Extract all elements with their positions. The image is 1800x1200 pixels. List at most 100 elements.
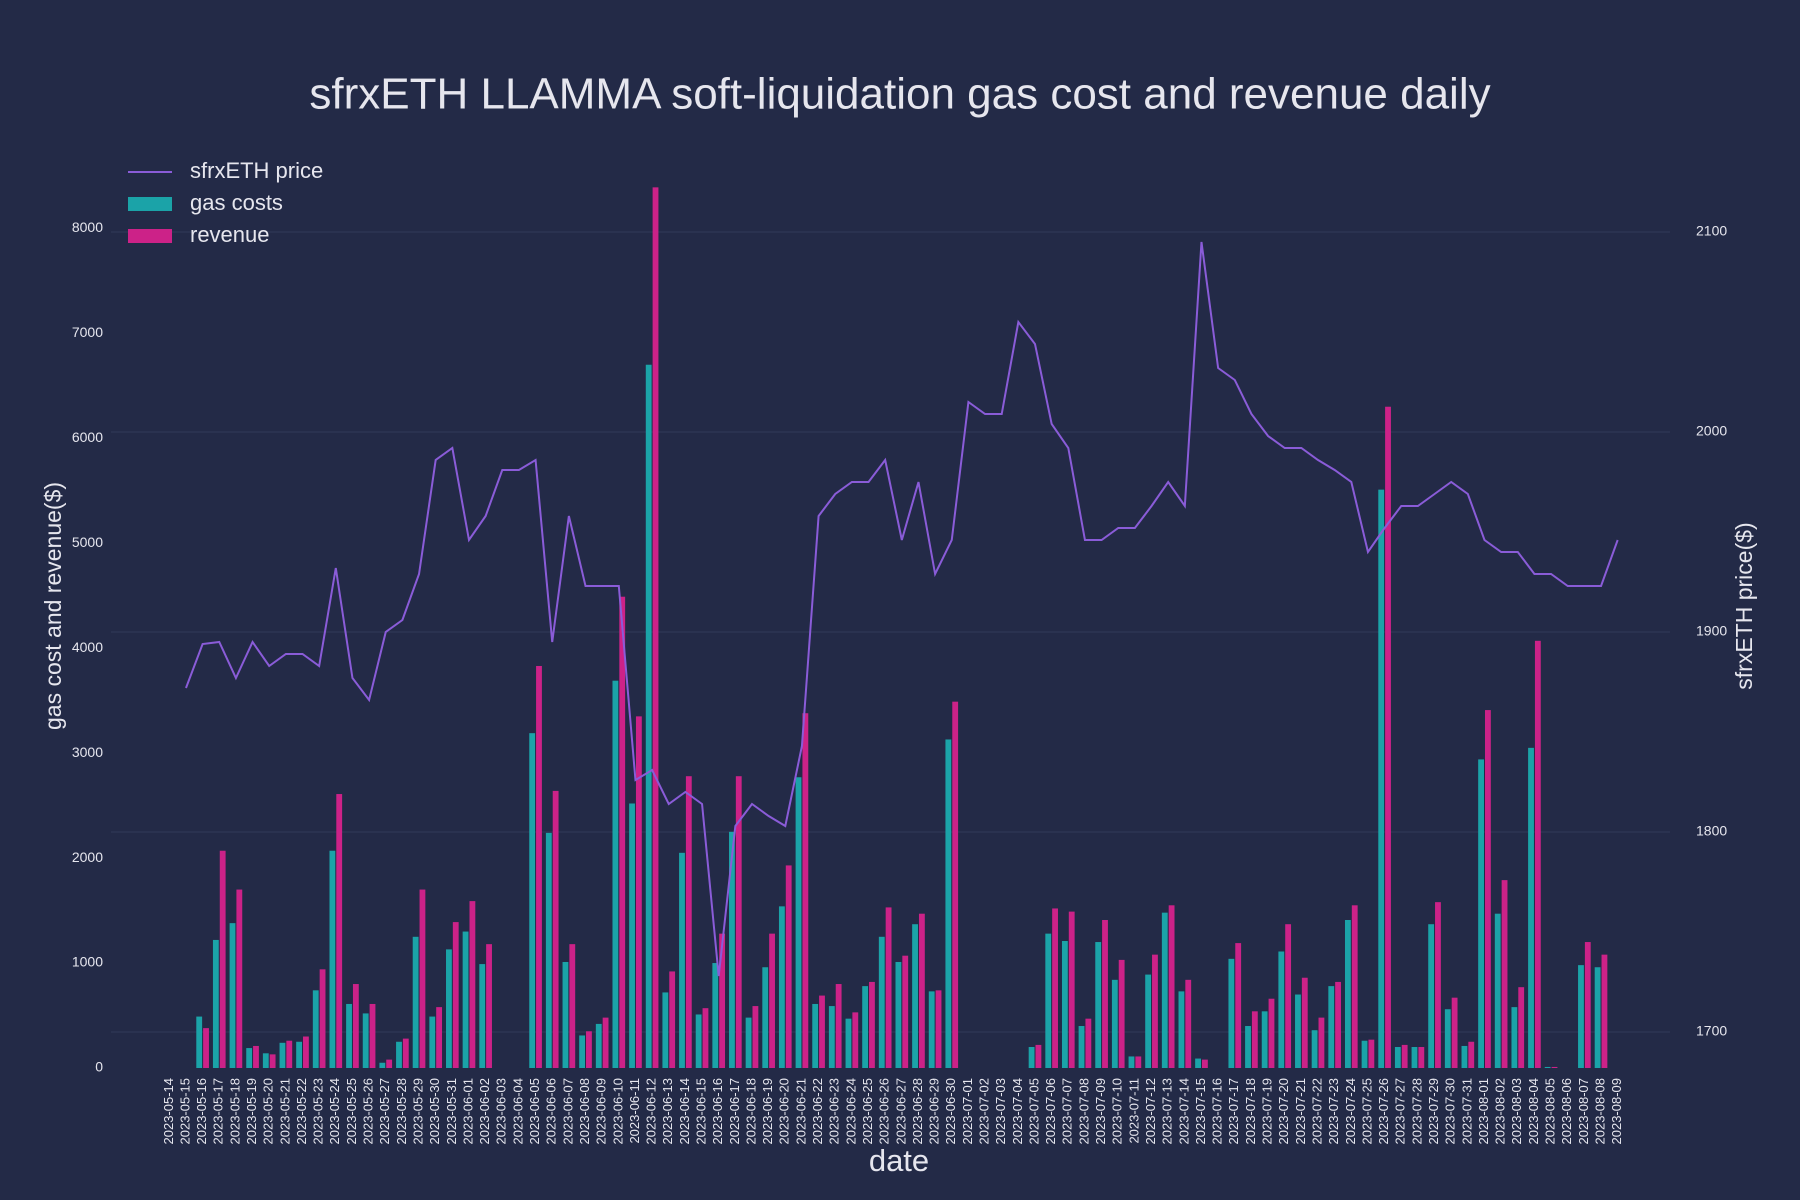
x-tick-label: 2023-07-18 [1243,1078,1258,1145]
x-tick-label: 2023-07-14 [1176,1078,1191,1145]
x-axis-title: date [869,1143,929,1178]
bar [569,944,576,1068]
bar [1494,913,1501,1068]
x-tick-label: 2023-07-25 [1359,1078,1374,1145]
bar [1534,640,1541,1068]
bar [912,924,918,1068]
y-tick-label: 8000 [72,219,103,235]
bar [1152,954,1158,1068]
bar [1195,1058,1201,1068]
bar [329,850,336,1068]
bar [319,969,326,1068]
bar [1468,1041,1475,1068]
y2-tick-label: 1800 [1696,823,1727,839]
bar [652,187,659,1068]
y2-tick-label: 2000 [1696,423,1727,439]
x-tick-label: 2023-08-04 [1526,1078,1541,1145]
x-tick-label: 2023-06-27 [893,1078,908,1145]
y-tick-label: 7000 [72,324,103,340]
bar [852,1012,859,1068]
bar [1078,1026,1085,1068]
bar [945,739,952,1068]
bar [1351,905,1358,1068]
bar [662,992,669,1068]
x-tick-label: 2023-05-21 [277,1078,292,1145]
bar [1118,959,1125,1068]
x-tick-label: 2023-07-30 [1443,1078,1458,1145]
bar [1128,1056,1135,1068]
bar [1385,406,1391,1069]
x-tick-label: 2023-07-12 [1143,1078,1158,1145]
bar [1368,1039,1375,1068]
bar [1201,1059,1208,1068]
bar [286,1040,293,1068]
y-tick-label: 1000 [72,954,103,970]
bar [635,716,642,1068]
bar [462,931,469,1068]
x-tick-label: 2023-07-05 [1026,1078,1041,1145]
x-tick-label: 2023-06-06 [544,1078,559,1145]
x-tick-label: 2023-06-25 [860,1078,875,1145]
bar [1335,981,1341,1068]
x-tick-label: 2023-06-29 [927,1078,942,1145]
y-axis-title: gas cost and revenue($) [40,482,66,730]
bar [952,701,959,1068]
bar [396,1041,402,1068]
bar [1095,942,1102,1068]
bar [685,776,692,1068]
x-tick-label: 2023-07-02 [977,1078,992,1145]
x-tick-label: 2023-07-08 [1076,1078,1091,1145]
x-tick-label: 2023-05-27 [377,1078,392,1145]
x-tick-label: 2023-07-10 [1110,1078,1125,1145]
x-tick-label: 2023-08-02 [1493,1078,1508,1145]
x-tick-label: 2023-08-07 [1576,1078,1591,1145]
bar [1451,997,1458,1068]
bar [762,967,769,1068]
bar [1102,920,1108,1068]
bar [1145,974,1152,1068]
bar [1551,1066,1558,1068]
bar [1361,1040,1368,1068]
bar [1484,710,1491,1068]
bar [745,1017,752,1068]
x-tick-label: 2023-08-05 [1543,1078,1558,1145]
x-tick-label: 2023-05-14 [161,1078,176,1145]
bar [303,1036,309,1068]
bar [1444,1009,1451,1068]
x-tick-label: 2023-07-27 [1393,1078,1408,1145]
bar [452,922,459,1068]
bar [1251,1011,1258,1068]
x-tick-label: 2023-05-30 [427,1078,442,1145]
y2-tick-label: 1700 [1696,1023,1727,1039]
bar [602,1017,609,1068]
x-tick-label: 2023-06-16 [710,1078,725,1145]
bar [1578,965,1584,1068]
x-tick-label: 2023-07-31 [1459,1078,1474,1145]
x-tick-label: 2023-06-07 [560,1078,575,1145]
x-tick-label: 2023-05-19 [244,1078,259,1145]
bar [562,961,569,1068]
bar [845,1018,852,1068]
x-tick-label: 2023-06-03 [494,1078,509,1145]
bar [436,1007,443,1068]
bar [352,984,359,1068]
bar [802,713,809,1068]
x-tick-label: 2023-06-05 [527,1078,542,1145]
bar [1411,1047,1418,1068]
x-tick-label: 2023-07-16 [1210,1078,1225,1145]
bar [712,963,719,1068]
bar [1394,1047,1401,1068]
bar [669,971,676,1068]
x-tick-label: 2023-06-10 [610,1078,625,1145]
bar [386,1059,393,1068]
bar [369,1003,376,1068]
bar [1235,943,1242,1068]
bar [1344,920,1351,1068]
legend-swatch [128,229,172,243]
bar [1168,905,1175,1068]
bar [1584,942,1591,1068]
bar [1052,908,1058,1068]
price-line [185,241,1619,977]
bar [828,1006,835,1068]
